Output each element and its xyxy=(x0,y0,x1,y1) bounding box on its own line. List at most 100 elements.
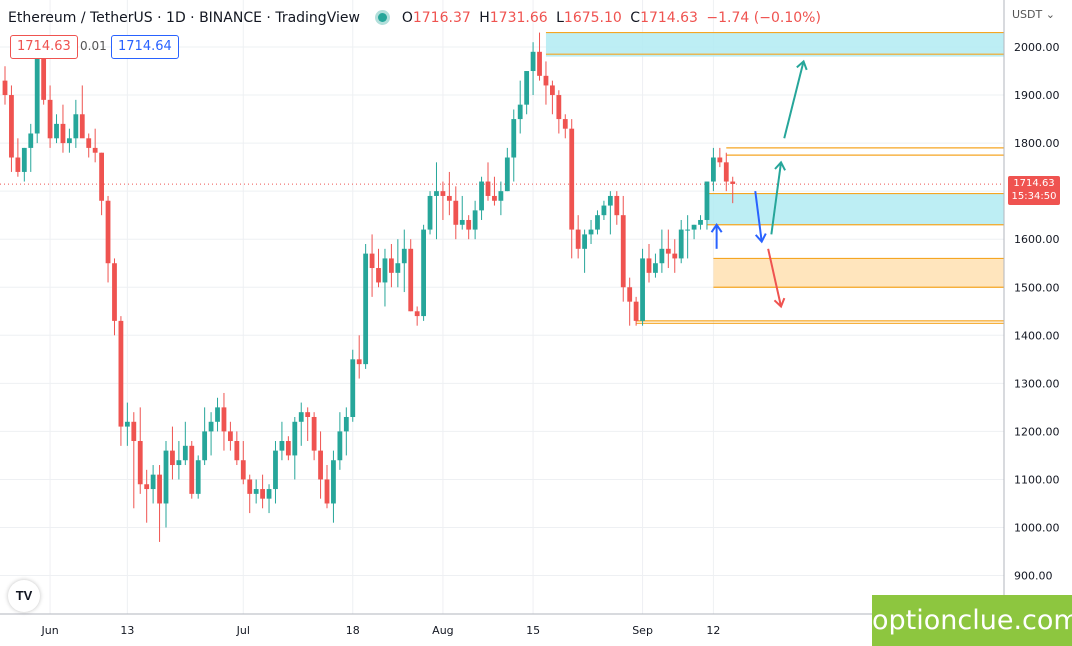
candle-down[interactable] xyxy=(170,450,175,466)
tradingview-logo[interactable]: TV xyxy=(8,580,40,612)
candle-down[interactable] xyxy=(453,200,459,225)
candle-up[interactable] xyxy=(202,431,208,461)
candle-up[interactable] xyxy=(434,191,439,196)
candle-up[interactable] xyxy=(21,147,27,172)
candle-up[interactable] xyxy=(691,224,697,230)
candle-down[interactable] xyxy=(414,311,420,317)
candle-up[interactable] xyxy=(331,460,336,504)
candle-up[interactable] xyxy=(73,114,79,139)
candle-down[interactable] xyxy=(2,80,8,96)
candle-up[interactable] xyxy=(34,56,40,134)
candle-down[interactable] xyxy=(627,287,633,302)
interval-label[interactable]: 1D xyxy=(166,10,186,26)
candle-up[interactable] xyxy=(582,234,587,249)
candle-up[interactable] xyxy=(298,412,304,422)
candle-down[interactable] xyxy=(646,258,652,273)
candle-down[interactable] xyxy=(550,85,555,96)
candle-down[interactable] xyxy=(356,359,362,365)
candle-down[interactable] xyxy=(492,195,497,201)
candle-down[interactable] xyxy=(569,128,575,230)
candle-down[interactable] xyxy=(189,445,195,494)
candle-up[interactable] xyxy=(182,445,188,461)
candle-down[interactable] xyxy=(157,474,162,504)
candle-up[interactable] xyxy=(511,119,517,158)
candle-up[interactable] xyxy=(176,460,182,466)
candle-up[interactable] xyxy=(685,229,691,231)
candle-up[interactable] xyxy=(459,219,465,225)
candle-down[interactable] xyxy=(665,248,671,254)
candle-down[interactable] xyxy=(118,320,124,427)
candle-down[interactable] xyxy=(408,248,414,312)
candle-down[interactable] xyxy=(228,431,233,442)
candle-down[interactable] xyxy=(311,416,317,451)
candle-down[interactable] xyxy=(376,268,381,283)
candle-down[interactable] xyxy=(446,195,452,201)
candle-down[interactable] xyxy=(305,412,311,417)
candle-down[interactable] xyxy=(9,95,14,158)
candle-down[interactable] xyxy=(389,258,394,273)
candle-up[interactable] xyxy=(266,489,272,499)
candle-down[interactable] xyxy=(260,489,265,499)
candle-down[interactable] xyxy=(60,123,66,144)
candle-up[interactable] xyxy=(517,104,523,120)
candle-down[interactable] xyxy=(92,147,98,153)
candle-down[interactable] xyxy=(234,441,240,461)
candle-up[interactable] xyxy=(292,421,298,456)
candle-down[interactable] xyxy=(440,191,446,196)
candle-down[interactable] xyxy=(723,162,729,182)
candle-down[interactable] xyxy=(144,484,150,490)
candle-down[interactable] xyxy=(41,56,47,100)
candle-up[interactable] xyxy=(253,489,259,494)
candle-up[interactable] xyxy=(479,181,484,211)
candle-up[interactable] xyxy=(427,195,433,230)
candle-up[interactable] xyxy=(678,229,684,259)
candle-up[interactable] xyxy=(273,450,278,490)
candle-up[interactable] xyxy=(588,229,594,235)
candle-up[interactable] xyxy=(208,421,214,432)
candle-down[interactable] xyxy=(369,253,375,269)
candle-up[interactable] xyxy=(382,258,388,283)
candle-up[interactable] xyxy=(337,431,343,461)
candle-up[interactable] xyxy=(124,421,130,427)
candle-up[interactable] xyxy=(601,205,607,216)
candle-up[interactable] xyxy=(524,71,530,105)
candle-down[interactable] xyxy=(633,301,639,321)
candle-down[interactable] xyxy=(15,157,21,172)
candle-down[interactable] xyxy=(324,479,330,504)
candle-down[interactable] xyxy=(620,215,626,288)
candle-down[interactable] xyxy=(79,114,85,139)
candle-up[interactable] xyxy=(698,219,703,225)
candle-down[interactable] xyxy=(318,450,323,480)
candle-up[interactable] xyxy=(421,229,426,317)
candle-up[interactable] xyxy=(150,474,156,490)
currency-selector[interactable]: USDT ⌄ xyxy=(1012,8,1055,21)
candle-down[interactable] xyxy=(137,441,143,485)
candle-down[interactable] xyxy=(131,421,137,442)
candle-down[interactable] xyxy=(112,263,117,321)
candle-up[interactable] xyxy=(279,441,285,451)
candle-up[interactable] xyxy=(504,157,510,192)
candle-up[interactable] xyxy=(401,248,407,264)
candle-down[interactable] xyxy=(556,95,562,120)
candle-up[interactable] xyxy=(363,253,369,365)
sell-price-button[interactable]: 1714.63 xyxy=(10,35,78,59)
candle-down[interactable] xyxy=(537,51,542,76)
candle-down[interactable] xyxy=(240,460,246,480)
candle-up[interactable] xyxy=(530,51,536,72)
candle-up[interactable] xyxy=(607,195,613,206)
candle-up[interactable] xyxy=(711,157,716,182)
candle-down[interactable] xyxy=(485,181,491,196)
candle-up[interactable] xyxy=(350,359,356,417)
candle-down[interactable] xyxy=(221,407,227,432)
candle-down[interactable] xyxy=(543,75,549,86)
candle-up[interactable] xyxy=(195,460,201,494)
candle-down[interactable] xyxy=(466,219,472,230)
candle-down[interactable] xyxy=(730,181,736,184)
candle-up[interactable] xyxy=(67,138,72,144)
candle-up[interactable] xyxy=(163,450,169,504)
candle-down[interactable] xyxy=(614,195,620,216)
candle-down[interactable] xyxy=(672,253,678,259)
candle-up[interactable] xyxy=(704,181,710,220)
candle-up[interactable] xyxy=(343,416,349,432)
